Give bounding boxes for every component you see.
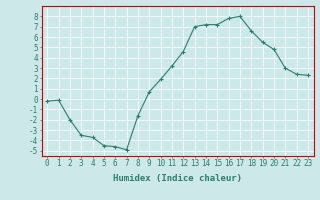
X-axis label: Humidex (Indice chaleur): Humidex (Indice chaleur)	[113, 174, 242, 183]
